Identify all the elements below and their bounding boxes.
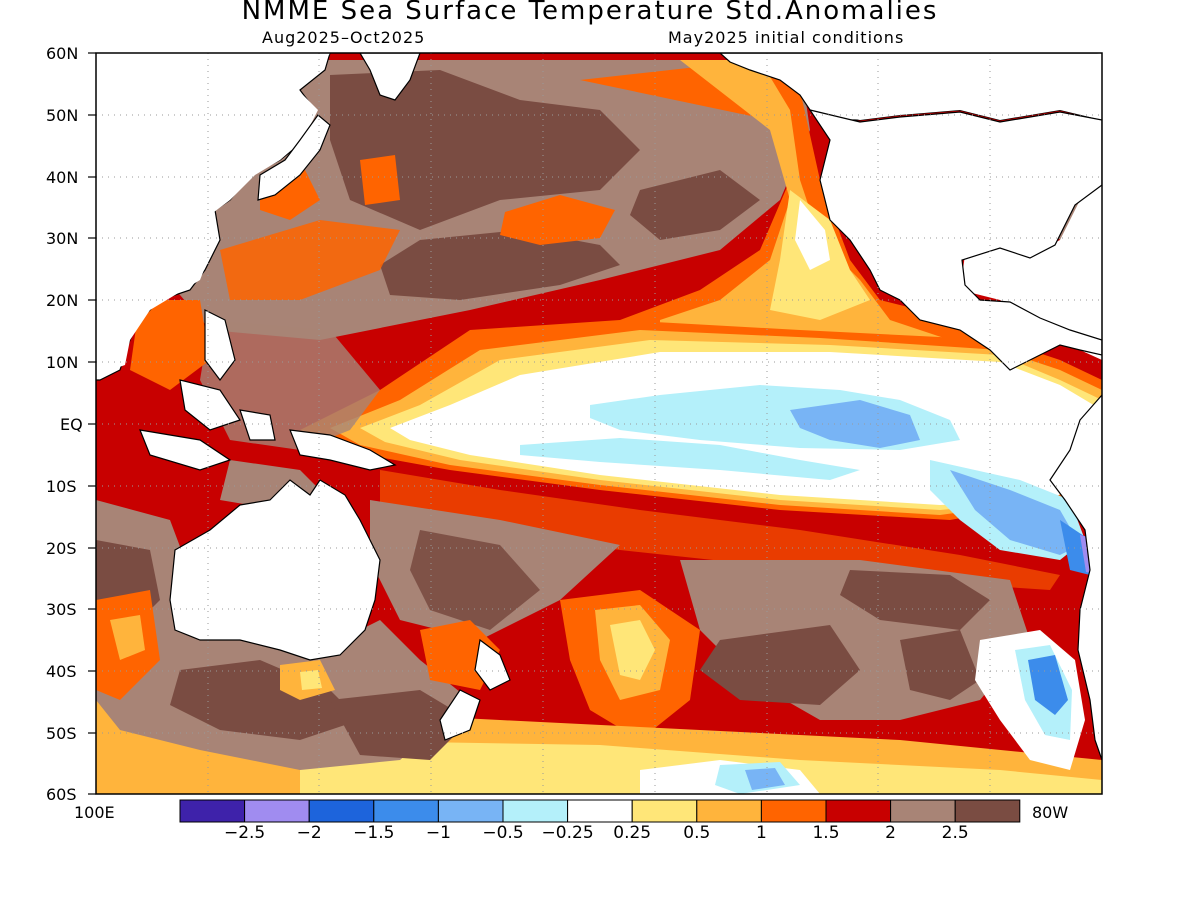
colorbar-swatch: [502, 799, 569, 823]
colorbar-swatch: [308, 799, 375, 823]
colorbar-tick-label: 2.5: [941, 823, 969, 843]
colorbar-tick-label: 1: [755, 823, 767, 843]
colorbar-swatch: [631, 799, 698, 823]
map-title: NMME Sea Surface Temperature Std.Anomali…: [241, 0, 939, 26]
lat-label-40s: 40S: [46, 662, 77, 681]
lon-label-right: 80W: [1032, 803, 1069, 822]
colorbar-tick-label: −1: [425, 823, 451, 843]
lat-label-30n: 30N: [46, 229, 79, 248]
anomaly-field: [96, 53, 1102, 794]
colorbar-swatch: [437, 799, 504, 823]
lat-label-10n: 10N: [46, 353, 79, 372]
lat-label-20n: 20N: [46, 291, 79, 310]
colorbar: [179, 799, 1021, 823]
colorbar-tick-label: 1.5: [812, 823, 840, 843]
initial-conditions: May2025 initial conditions: [668, 28, 905, 47]
colorbar-swatch: [373, 799, 439, 823]
colorbar-swatch: [179, 799, 246, 823]
lat-label-10s: 10S: [46, 477, 77, 496]
lat-label-eq: EQ: [60, 415, 83, 434]
lat-label-20s: 20S: [46, 539, 77, 558]
colorbar-swatch: [954, 799, 1021, 823]
colorbar-swatch: [825, 799, 892, 823]
lat-label-50n: 50N: [46, 106, 79, 125]
colorbar-swatch: [696, 799, 762, 823]
latitude-ticks: [88, 52, 96, 795]
colorbar-tick-label: −2.5: [223, 823, 266, 843]
colorbar-tick-label: 0.5: [683, 823, 711, 843]
lat-label-60n: 60N: [46, 44, 79, 63]
colorbar-swatch: [567, 799, 633, 823]
colorbar-tick-label: −2: [296, 823, 322, 843]
colorbar-tick-label: −0.5: [482, 823, 524, 843]
colorbar-tick-label: 2: [885, 823, 897, 843]
land-mask: [96, 53, 1102, 761]
colorbar-tick-label: −1.5: [353, 823, 395, 843]
lat-label-60s: 60S: [46, 785, 77, 804]
colorbar-tick-label: −0.25: [541, 823, 594, 843]
lat-label-50s: 50S: [46, 724, 77, 743]
forecast-period: Aug2025–Oct2025: [262, 28, 426, 47]
lat-label-40n: 40N: [46, 168, 79, 187]
lat-label-30s: 30S: [46, 600, 77, 619]
colorbar-tick-label: 0.25: [613, 823, 652, 843]
lon-label-left: 100E: [74, 803, 115, 822]
colorbar-swatch: [244, 799, 310, 823]
colorbar-swatch: [890, 799, 956, 823]
colorbar-swatch: [760, 799, 827, 823]
